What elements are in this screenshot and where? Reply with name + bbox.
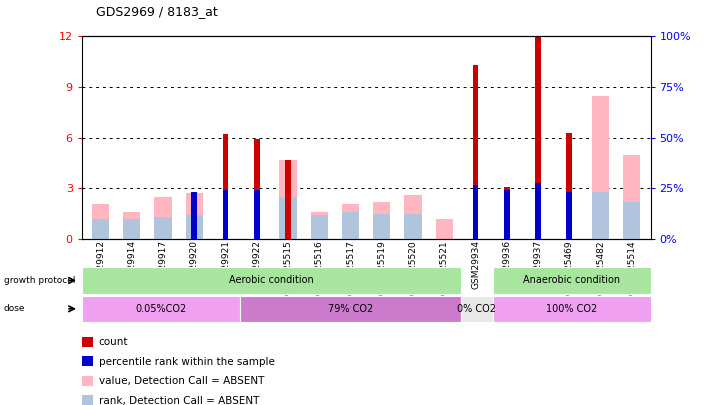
Bar	[405, 214, 422, 239]
Bar	[311, 215, 328, 239]
Bar	[123, 219, 140, 239]
Bar	[186, 194, 203, 239]
Bar	[191, 192, 197, 239]
Bar	[567, 192, 572, 239]
Bar	[342, 212, 359, 239]
Bar	[624, 202, 641, 239]
Text: dose: dose	[4, 304, 25, 313]
Bar	[123, 212, 140, 239]
Bar	[624, 155, 641, 239]
Bar	[92, 219, 109, 239]
Text: 79% CO2: 79% CO2	[328, 304, 373, 314]
Text: 0.05%CO2: 0.05%CO2	[135, 304, 186, 314]
Bar	[373, 202, 390, 239]
Bar	[223, 134, 228, 239]
Bar	[254, 139, 260, 239]
Bar	[592, 96, 609, 239]
Text: value, Detection Call = ABSENT: value, Detection Call = ABSENT	[99, 376, 264, 386]
Bar	[92, 204, 109, 239]
Bar	[373, 214, 390, 239]
Text: 100% CO2: 100% CO2	[546, 304, 597, 314]
Bar	[186, 215, 203, 239]
Bar	[342, 204, 359, 239]
Bar	[473, 185, 479, 239]
Bar	[223, 190, 228, 239]
Text: Aerobic condition: Aerobic condition	[229, 275, 314, 286]
Text: growth protocol: growth protocol	[4, 276, 75, 285]
Bar	[473, 65, 479, 239]
Bar	[285, 160, 291, 239]
Text: count: count	[99, 337, 128, 347]
Bar	[535, 183, 541, 239]
Bar	[504, 190, 510, 239]
Text: GDS2969 / 8183_at: GDS2969 / 8183_at	[96, 5, 218, 18]
Bar	[567, 133, 572, 239]
Bar	[405, 195, 422, 239]
Bar	[154, 197, 171, 239]
Bar	[154, 217, 171, 239]
Bar	[279, 160, 296, 239]
Text: 0% CO2: 0% CO2	[457, 304, 496, 314]
Bar	[504, 187, 510, 239]
Bar	[535, 36, 541, 239]
Bar	[592, 192, 609, 239]
Text: Anaerobic condition: Anaerobic condition	[523, 275, 620, 286]
Bar	[279, 197, 296, 239]
Bar	[436, 219, 453, 239]
Text: rank, Detection Call = ABSENT: rank, Detection Call = ABSENT	[99, 396, 260, 405]
Bar	[311, 212, 328, 239]
Text: percentile rank within the sample: percentile rank within the sample	[99, 357, 274, 367]
Bar	[254, 190, 260, 239]
